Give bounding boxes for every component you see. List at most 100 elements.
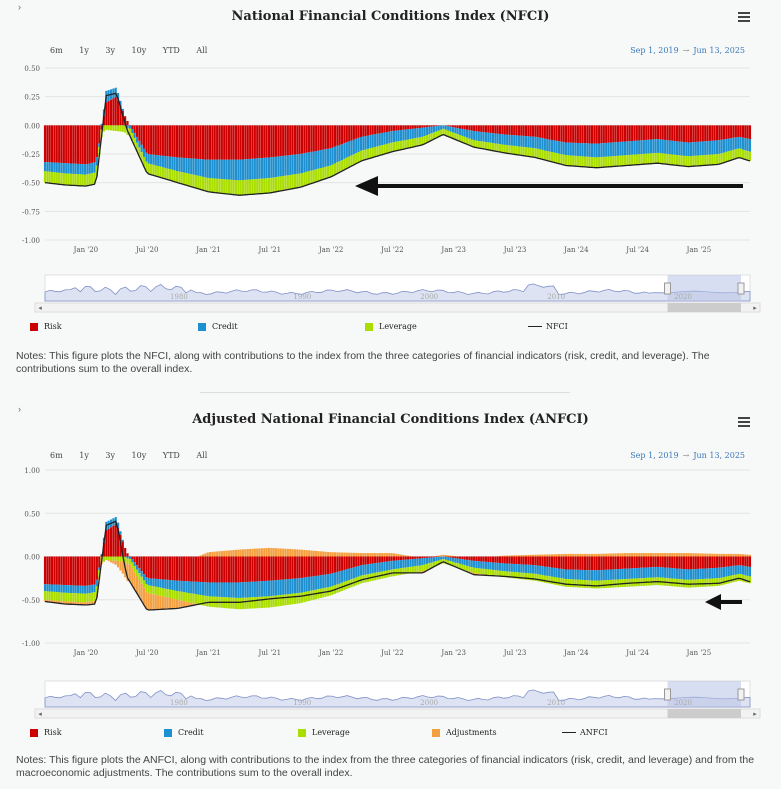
bar-segment-leverage xyxy=(425,563,429,570)
bar-segment-adjustments xyxy=(440,555,443,557)
range-ytd-button[interactable]: YTD xyxy=(162,46,180,55)
bar-segment-credit xyxy=(689,142,693,157)
bar-segment-leverage xyxy=(138,147,141,157)
bar-segment-leverage xyxy=(746,575,749,583)
scrollbar-thumb[interactable] xyxy=(667,709,741,718)
scrollbar-track[interactable] xyxy=(34,302,761,313)
bar-segment-credit xyxy=(227,159,230,180)
bar-segment-leverage xyxy=(524,147,528,157)
bar-segment-credit xyxy=(640,140,643,155)
scroll-left-icon[interactable]: ◂ xyxy=(38,304,42,312)
bar-segment-risk xyxy=(150,125,153,155)
bar-segment-adjustments xyxy=(541,554,544,557)
range-10y-button[interactable]: 10y xyxy=(131,451,147,460)
bar-segment-credit xyxy=(694,141,697,156)
navigator-handle[interactable] xyxy=(664,282,672,295)
scrollbar-thumb[interactable] xyxy=(667,303,741,312)
bar-segment-risk xyxy=(131,125,134,129)
bar-segment-adjustments xyxy=(275,548,278,557)
bar-segment-risk xyxy=(388,556,391,562)
legend-item-risk[interactable]: Risk xyxy=(30,728,62,737)
bar-segment-risk xyxy=(69,556,72,586)
range-all-button[interactable]: All xyxy=(196,451,208,460)
legend-item-credit[interactable]: Credit xyxy=(164,728,204,737)
legend-item-nfci[interactable]: NFCI xyxy=(528,322,568,331)
navigator-selection[interactable] xyxy=(667,681,741,707)
bar-segment-leverage xyxy=(654,152,657,164)
date-from-input[interactable]: Sep 1, 2019 xyxy=(630,46,679,55)
bar-segment-credit xyxy=(178,580,181,592)
bar-segment-leverage xyxy=(298,173,301,188)
range-all-button[interactable]: All xyxy=(196,46,208,55)
navigator-handle[interactable] xyxy=(737,282,745,295)
bar-segment-risk xyxy=(218,125,221,160)
bar-segment-adjustments xyxy=(279,548,282,557)
legend-item-credit[interactable]: Credit xyxy=(198,322,238,331)
legend-item-risk[interactable]: Risk xyxy=(30,322,62,331)
navigator-handle[interactable] xyxy=(737,688,745,701)
x-tick-label: Jul '20 xyxy=(135,246,159,254)
bar-segment-leverage xyxy=(98,570,101,578)
bar-segment-adjustments xyxy=(213,551,216,557)
bar-segment-risk xyxy=(732,125,735,138)
range-10y-button[interactable]: 10y xyxy=(131,46,147,55)
bar-segment-risk xyxy=(152,556,155,579)
navigator-handle[interactable] xyxy=(664,688,672,701)
bar-segment-adjustments xyxy=(350,552,353,557)
range-6m-button[interactable]: 6m xyxy=(50,451,63,460)
scroll-right-icon[interactable]: ▸ xyxy=(753,304,757,312)
hamburger-menu-icon[interactable] xyxy=(738,12,750,23)
legend-item-leverage[interactable]: Leverage xyxy=(298,728,350,737)
bar-segment-leverage xyxy=(369,148,372,159)
bar-segment-risk xyxy=(355,556,358,567)
range-3y-button[interactable]: 3y xyxy=(105,451,115,460)
bar-segment-risk xyxy=(67,125,70,164)
bar-segment-adjustments xyxy=(171,598,174,609)
collapse-toggle-icon[interactable]: › xyxy=(18,2,21,12)
bar-segment-credit xyxy=(532,565,535,574)
bar-segment-risk xyxy=(671,556,674,569)
bar-segment-credit xyxy=(197,158,200,176)
navigator[interactable]: 1980 1990 2000 2010 2020◂ ▸ xyxy=(34,680,761,719)
bar-segment-credit xyxy=(524,136,528,148)
bar-segment-risk xyxy=(65,556,68,586)
bar-segment-adjustments xyxy=(324,551,327,557)
bar-segment-leverage xyxy=(560,578,563,586)
collapse-toggle-icon[interactable]: › xyxy=(18,404,21,414)
legend-item-leverage[interactable]: Leverage xyxy=(365,322,417,331)
bar-segment-adjustments xyxy=(277,548,280,557)
navigator-selection[interactable] xyxy=(667,275,741,301)
bar-segment-risk xyxy=(428,125,431,127)
range-1y-button[interactable]: 1y xyxy=(79,451,89,460)
scroll-left-icon[interactable]: ◂ xyxy=(38,710,42,718)
bar-segment-leverage xyxy=(461,564,464,570)
bar-segment-risk xyxy=(58,125,61,163)
bar-segment-leverage xyxy=(150,164,153,175)
date-from-input[interactable]: Sep 1, 2019 xyxy=(630,451,679,460)
bar-segment-risk xyxy=(666,125,669,141)
scrollbar-track[interactable] xyxy=(34,708,761,719)
range-3y-button[interactable]: 3y xyxy=(105,46,115,55)
bar-segment-adjustments xyxy=(553,554,556,557)
date-to-input[interactable]: Jun 13, 2025 xyxy=(693,451,745,460)
bar-segment-credit xyxy=(491,562,495,570)
range-1y-button[interactable]: 1y xyxy=(79,46,89,55)
date-to-input[interactable]: Jun 13, 2025 xyxy=(693,46,745,55)
legend-item-anfci[interactable]: ANFCI xyxy=(562,728,608,737)
navigator[interactable]: 1980 1990 2000 2010 2020◂ ▸ xyxy=(34,274,761,313)
bar-segment-leverage xyxy=(715,154,719,165)
bar-segment-adjustments xyxy=(46,599,49,602)
bar-segment-risk xyxy=(364,125,367,137)
bar-segment-credit xyxy=(53,162,56,173)
bar-segment-adjustments xyxy=(399,554,403,557)
bar-segment-risk xyxy=(220,125,223,160)
bar-segment-risk xyxy=(701,556,704,569)
hamburger-menu-icon[interactable] xyxy=(738,417,750,428)
bar-segment-credit xyxy=(392,130,396,143)
range-ytd-button[interactable]: YTD xyxy=(162,451,180,460)
range-6m-button[interactable]: 6m xyxy=(50,46,63,55)
scroll-right-icon[interactable]: ▸ xyxy=(753,710,757,718)
bar-segment-credit xyxy=(93,584,96,593)
bar-segment-leverage xyxy=(65,592,68,602)
legend-item-adjustments[interactable]: Adjustments xyxy=(432,728,497,737)
